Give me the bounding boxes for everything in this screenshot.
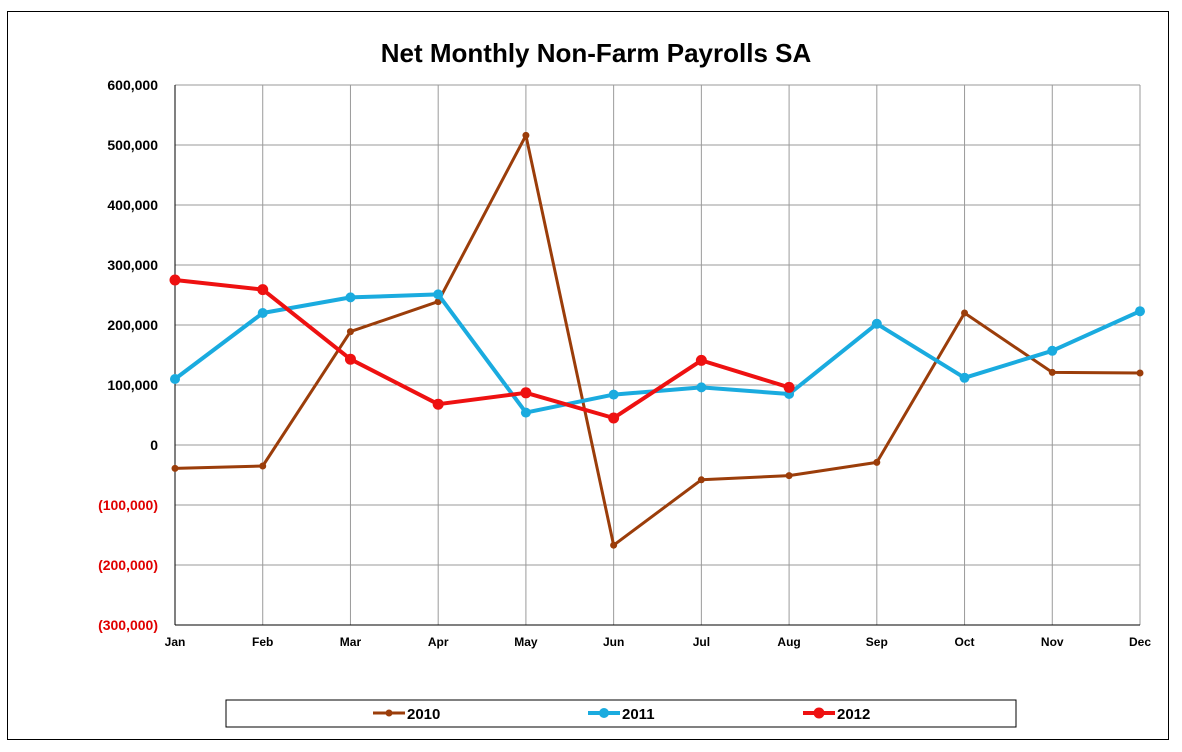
legend-swatch-marker <box>599 708 609 718</box>
data-point <box>608 389 619 400</box>
data-point <box>695 354 707 366</box>
data-point <box>1136 369 1144 377</box>
legend-box <box>225 699 1017 728</box>
data-point <box>257 284 269 296</box>
y-tick-label: 0 <box>150 437 158 453</box>
data-point <box>344 353 356 365</box>
data-point <box>697 476 705 484</box>
x-tick-label: Sep <box>866 635 888 649</box>
data-point <box>785 472 793 480</box>
x-tick-label: Dec <box>1129 635 1151 649</box>
data-point <box>171 464 179 472</box>
data-point <box>520 387 532 399</box>
data-point <box>1047 345 1058 356</box>
legend-label: 2011 <box>622 706 655 723</box>
y-tick-label: 400,000 <box>107 197 158 213</box>
legend-swatch-marker <box>813 707 825 719</box>
y-tick-label: 100,000 <box>107 377 158 393</box>
legend-label: 2012 <box>837 706 870 723</box>
legend: 2010 2011 2012 <box>373 706 870 723</box>
y-tick-label: 500,000 <box>107 137 158 153</box>
data-point <box>433 289 444 300</box>
data-point <box>520 407 531 418</box>
x-tick-label: Jul <box>693 635 710 649</box>
x-tick-label: Jan <box>165 635 186 649</box>
y-tick-label: (200,000) <box>98 557 158 573</box>
data-point <box>959 372 970 383</box>
data-point <box>345 292 356 303</box>
data-point <box>1135 306 1145 317</box>
data-point <box>961 309 969 317</box>
legend-label: 2010 <box>407 706 440 723</box>
data-point <box>169 274 181 286</box>
y-tick-label: 300,000 <box>107 257 158 273</box>
chart-title: Net Monthly Non-Farm Payrolls SA <box>381 38 812 68</box>
x-tick-label: Nov <box>1041 635 1064 649</box>
data-point <box>259 462 267 470</box>
legend-item-2010: 2010 <box>373 706 440 723</box>
data-point <box>608 412 620 424</box>
x-tick-label: Apr <box>428 635 449 649</box>
y-tick-label: (300,000) <box>98 617 158 633</box>
x-tick-label: May <box>514 635 538 649</box>
data-point <box>346 328 354 336</box>
x-tick-label: Aug <box>777 635 800 649</box>
series-line-2010 <box>174 133 1141 547</box>
data-point <box>522 131 530 139</box>
data-point <box>871 318 882 329</box>
x-tick-label: Jun <box>603 635 624 649</box>
data-point <box>696 382 707 393</box>
legend-swatch-marker <box>385 709 393 717</box>
axes: 600,000 500,000 400,000 300,000 200,000 100,0… <box>98 77 1151 649</box>
data-point <box>610 541 618 549</box>
legend-item-2011: 2011 <box>588 706 655 723</box>
series-line-2011 <box>173 292 1141 415</box>
legend-item-2012: 2012 <box>803 706 870 723</box>
data-point <box>170 374 180 384</box>
series-2012 <box>169 274 795 424</box>
y-tick-label: 600,000 <box>107 77 158 93</box>
y-tick-label: (100,000) <box>98 497 158 513</box>
data-point <box>783 381 795 393</box>
data-point <box>257 308 268 318</box>
series-layer <box>169 131 1145 549</box>
x-tick-label: Mar <box>340 635 362 649</box>
y-tick-label: 200,000 <box>107 317 158 333</box>
data-point <box>432 398 444 410</box>
series-2011 <box>170 289 1145 418</box>
data-point <box>1048 368 1056 376</box>
series-line-2012 <box>174 278 790 420</box>
grid <box>174 84 1141 626</box>
series-2010 <box>171 131 1144 549</box>
data-point <box>873 458 881 466</box>
x-tick-label: Oct <box>955 635 975 649</box>
x-tick-label: Feb <box>252 635 273 649</box>
